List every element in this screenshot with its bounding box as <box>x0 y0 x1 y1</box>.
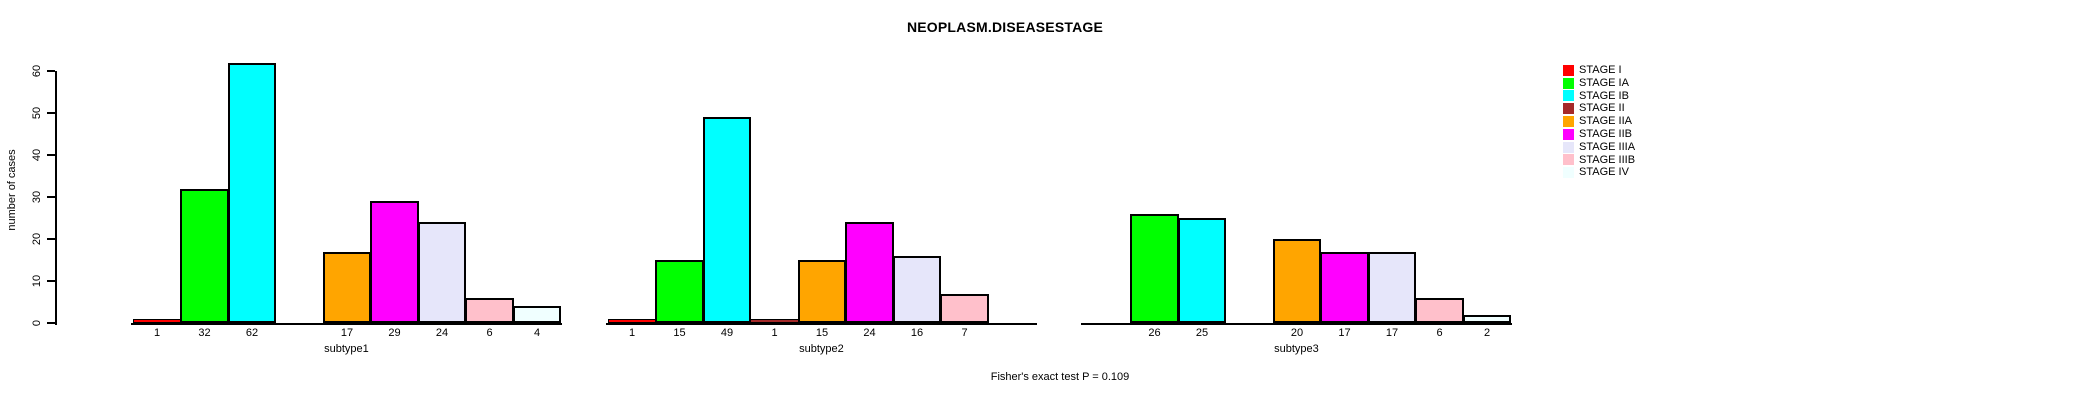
y-axis-title: number of cases <box>6 149 18 231</box>
bar-value-label: 15 <box>815 327 829 339</box>
bar-subtype1-stage-i <box>133 319 181 323</box>
legend-label: STAGE II <box>1579 102 1625 115</box>
bar-subtype3-stage-iia <box>1273 239 1321 323</box>
legend-swatch-stage-ii <box>1563 103 1574 115</box>
bar-value-label: 32 <box>198 327 211 339</box>
legend-label: STAGE IIIB <box>1579 153 1636 166</box>
y-tick-label: 50 <box>31 106 43 120</box>
bar-subtype3-stage-ia <box>1130 214 1179 323</box>
bar-value-label: 29 <box>388 327 401 339</box>
bar-subtype1-stage-iia <box>323 252 371 323</box>
bar-value-label: 17 <box>1385 327 1399 339</box>
y-tick-mark <box>47 154 55 156</box>
legend-swatch-stage-iib <box>1563 128 1574 140</box>
bar-value-label: 6 <box>1436 327 1443 339</box>
legend-item: STAGE IIIB <box>1563 154 1635 167</box>
x-axis-line-subtype3 <box>1081 323 1512 325</box>
bar-subtype3-stage-iv <box>1463 315 1511 323</box>
y-tick-label: 40 <box>31 148 43 162</box>
legend-label: STAGE IIIA <box>1579 140 1636 153</box>
bar-value-label: 1 <box>771 327 778 339</box>
bar-value-label: 1 <box>153 327 161 339</box>
legend-swatch-stage-iiia <box>1563 141 1574 153</box>
legend-label: STAGE I <box>1579 64 1622 76</box>
legend-swatch-stage-ia <box>1563 77 1574 89</box>
x-axis-line-subtype2 <box>606 323 1037 325</box>
bar-value-label: 62 <box>245 327 259 339</box>
bar-subtype1-stage-iiia <box>418 222 466 323</box>
bar-value-label: 24 <box>863 327 876 339</box>
bar-value-label: 24 <box>435 327 449 339</box>
legend-item: STAGE I <box>1563 64 1635 77</box>
bar-subtype1-stage-iib <box>370 201 419 323</box>
bar-subtype3-stage-iib <box>1320 252 1369 323</box>
group-label-subtype3: subtype3 <box>1274 343 1319 355</box>
bar-subtype1-stage-ia <box>180 189 229 323</box>
bar-subtype2-stage-ii <box>750 319 799 323</box>
bar-value-label: 20 <box>1290 327 1304 339</box>
bar-subtype3-stage-iiia <box>1368 252 1416 323</box>
bar-subtype3-stage-ib <box>1178 218 1226 323</box>
group-label-subtype1: subtype1 <box>324 343 369 355</box>
bar-subtype2-stage-ib <box>703 117 751 323</box>
y-tick-mark <box>47 70 55 72</box>
legend-swatch-stage-ib <box>1563 90 1574 102</box>
chart-title: NEOPLASM.DISEASESTAGE <box>906 19 1104 35</box>
bar-subtype2-stage-iia <box>798 260 846 323</box>
bar-value-label: 49 <box>720 327 734 339</box>
legend-swatch-stage-iv <box>1563 167 1574 179</box>
legend-item: STAGE II <box>1563 102 1635 115</box>
bar-subtype2-stage-iiib <box>940 294 989 323</box>
y-tick-mark <box>47 280 55 282</box>
legend-item: STAGE IIIA <box>1563 141 1635 154</box>
legend-swatch-stage-i <box>1563 64 1574 76</box>
legend-label: STAGE IV <box>1579 166 1629 179</box>
group-label-subtype2: subtype2 <box>799 343 844 355</box>
y-tick-mark <box>47 196 55 198</box>
y-tick-mark <box>47 322 55 324</box>
legend-item: STAGE IV <box>1563 166 1635 179</box>
legend-item: STAGE IIA <box>1563 115 1635 128</box>
legend-item: STAGE IIB <box>1563 128 1635 141</box>
y-tick-mark <box>47 238 55 240</box>
y-axis-line <box>55 71 57 325</box>
bar-value-label: 25 <box>1195 327 1209 339</box>
x-axis-line-subtype1 <box>131 323 562 325</box>
y-tick-mark <box>47 112 55 114</box>
bar-subtype3-stage-iiib <box>1415 298 1464 323</box>
legend-item: STAGE IA <box>1563 77 1635 90</box>
legend-label: STAGE IA <box>1579 76 1629 89</box>
bar-value-label: 17 <box>340 327 354 339</box>
legend-item: STAGE IB <box>1563 90 1635 103</box>
bar-value-label: 6 <box>486 327 493 339</box>
bar-subtype2-stage-iiia <box>893 256 941 323</box>
legend-swatch-stage-iia <box>1563 116 1574 128</box>
y-tick-label: 0 <box>31 319 43 327</box>
legend-label: STAGE IIA <box>1579 115 1632 128</box>
bar-subtype2-stage-ia <box>655 260 704 323</box>
y-tick-label: 60 <box>31 64 43 78</box>
legend-label: STAGE IB <box>1579 89 1629 102</box>
bar-subtype1-stage-ib <box>228 63 276 323</box>
fisher-test-annotation: Fisher's exact test P = 0.109 <box>990 371 1130 383</box>
bar-value-label: 2 <box>1483 327 1491 339</box>
y-tick-label: 10 <box>31 274 43 288</box>
bar-subtype2-stage-iib <box>845 222 894 323</box>
bar-value-label: 1 <box>628 327 636 339</box>
legend-label: STAGE IIB <box>1579 127 1632 140</box>
bar-subtype2-stage-i <box>608 319 656 323</box>
bar-value-label: 16 <box>910 327 924 339</box>
bar-value-label: 17 <box>1338 327 1351 339</box>
y-tick-label: 20 <box>31 232 43 246</box>
bar-value-label: 26 <box>1148 327 1161 339</box>
bar-value-label: 7 <box>961 327 968 339</box>
bar-value-label: 15 <box>673 327 686 339</box>
bar-subtype1-stage-iv <box>513 306 561 323</box>
legend-swatch-stage-iiib <box>1563 154 1574 166</box>
legend: STAGE I STAGE IA STAGE IB STAGE II STAGE IIA… <box>1563 64 1635 179</box>
bar-subtype1-stage-iiib <box>465 298 514 323</box>
y-tick-label: 30 <box>31 190 43 204</box>
bar-value-label: 4 <box>533 327 541 339</box>
